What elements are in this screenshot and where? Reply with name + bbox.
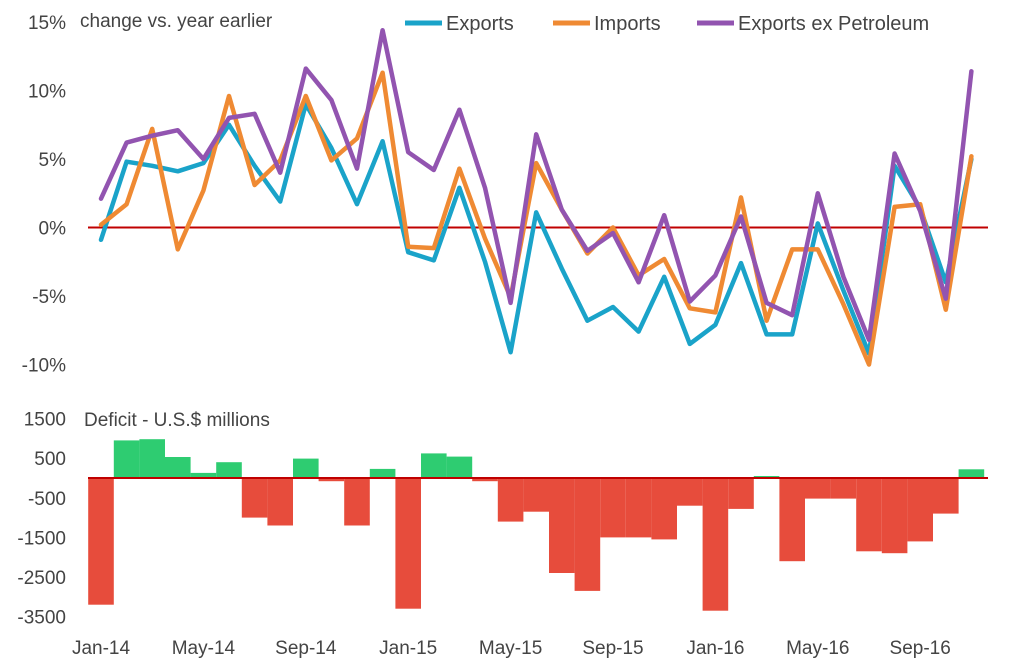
line-chart: change vs. year earlier -10% -5% 0% 5% 10% 15… xyxy=(22,11,988,377)
bar-chart: Deficit - U.S.$ millions -3500 -2500 -1500… xyxy=(17,410,988,659)
line-y-tick-0: 0% xyxy=(39,219,67,240)
deficit-bar-jan-15 xyxy=(395,478,421,609)
deficit-bar-jun-15 xyxy=(523,478,549,512)
deficit-bar-feb-15 xyxy=(421,453,447,478)
deficit-bar-sep-16 xyxy=(907,478,933,542)
series-line-exports-ex-petroleum xyxy=(98,27,974,343)
x-tick-sep-14: Sep-14 xyxy=(275,638,337,659)
x-tick-may-16: May-16 xyxy=(786,638,849,659)
x-tick-sep-16: Sep-16 xyxy=(890,638,951,659)
deficit-bar-apr-16 xyxy=(779,478,805,562)
x-tick-jan-14: Jan-14 xyxy=(72,638,131,659)
bar-chart-x-ticks: Jan-14 May-14 Sep-14 Jan-15 May-15 Sep-15 Jan-… xyxy=(72,638,951,659)
deficit-bar-dec-15 xyxy=(677,478,703,506)
bar-y-tick-500: -500 xyxy=(28,489,66,510)
deficit-bar-dec-14 xyxy=(369,468,396,478)
bar-chart-y-ticks: -3500 -2500 -1500 -500 500 1500 xyxy=(17,410,66,629)
deficit-bar-aug-15 xyxy=(574,478,601,591)
deficit-bar-jun-16 xyxy=(830,478,857,499)
x-tick-sep-15: Sep-15 xyxy=(582,638,643,659)
deficit-bar-sep-14 xyxy=(293,458,319,478)
legend-label-imports: Imports xyxy=(594,13,661,35)
deficit-bar-feb-16 xyxy=(728,478,754,509)
legend: Exports Imports Exports ex Petroleum xyxy=(405,13,929,35)
bar-y-tick-2500: -2500 xyxy=(17,568,66,589)
deficit-bar-jul-16 xyxy=(856,478,882,552)
line-y-tick-5: 5% xyxy=(39,150,67,171)
legend-label-exports: Exports xyxy=(446,13,514,35)
deficit-bar-nov-16 xyxy=(958,469,985,478)
deficit-bar-jun-14 xyxy=(216,462,242,478)
bar-y-tick-500: 500 xyxy=(34,449,66,470)
deficit-bar-oct-16 xyxy=(933,478,959,514)
deficit-bar-mar-14 xyxy=(139,439,165,478)
deficit-bar-apr-14 xyxy=(165,457,191,478)
line-y-tick-15: 15% xyxy=(28,13,66,34)
deficit-bar-nov-15 xyxy=(651,478,677,540)
deficit-bar-nov-14 xyxy=(344,478,370,526)
deficit-bar-may-16 xyxy=(805,478,831,499)
deficit-bar-aug-16 xyxy=(881,478,908,554)
x-tick-may-15: May-15 xyxy=(479,638,542,659)
line-chart-y-ticks: -10% -5% 0% 5% 10% 15% xyxy=(22,13,66,377)
bar-y-tick-1500: 1500 xyxy=(24,410,66,431)
x-tick-jan-16: Jan-16 xyxy=(686,638,744,659)
line-y-tick-10: 10% xyxy=(28,82,66,103)
bar-chart-bars xyxy=(88,439,985,611)
series-line-imports xyxy=(98,70,974,367)
bar-y-tick-1500: -1500 xyxy=(17,528,66,549)
deficit-bar-jul-14 xyxy=(241,478,268,518)
x-tick-may-14: May-14 xyxy=(172,638,236,659)
bar-y-tick-3500: -3500 xyxy=(17,608,66,629)
line-chart-title: change vs. year earlier xyxy=(80,11,273,32)
deficit-bar-jan-16 xyxy=(702,478,729,611)
line-y-tick-10: -10% xyxy=(22,356,66,377)
deficit-bar-feb-14 xyxy=(113,440,140,478)
deficit-bar-aug-14 xyxy=(267,478,293,526)
line-y-tick-5: -5% xyxy=(32,287,66,308)
deficit-bar-oct-15 xyxy=(625,478,652,538)
deficit-bar-mar-15 xyxy=(446,456,473,478)
legend-label-exports-ex-petroleum: Exports ex Petroleum xyxy=(738,13,929,35)
deficit-bar-jul-15 xyxy=(549,478,575,573)
deficit-bar-may-15 xyxy=(497,478,524,522)
bar-chart-title: Deficit - U.S.$ millions xyxy=(84,410,270,431)
line-chart-series xyxy=(98,27,974,367)
deficit-bar-sep-15 xyxy=(600,478,626,538)
deficit-bar-oct-14 xyxy=(318,478,345,482)
deficit-bar-may-14 xyxy=(190,472,217,478)
deficit-bar-apr-15 xyxy=(472,478,498,482)
x-tick-jan-15: Jan-15 xyxy=(379,638,437,659)
deficit-bar-jan-14 xyxy=(88,478,114,605)
